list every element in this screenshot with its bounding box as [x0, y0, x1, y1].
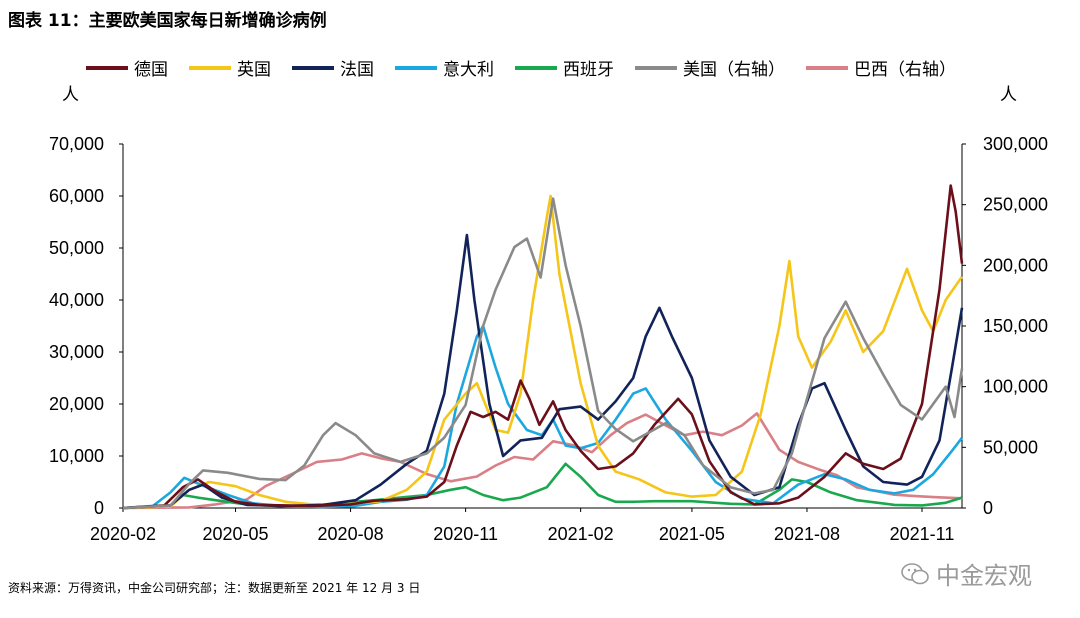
x-tick-label: 2020-11 [433, 524, 498, 544]
right-tick-label: 150,000 [983, 316, 1048, 336]
x-tick-label: 2020-02 [90, 524, 156, 544]
x-tick-label: 2020-08 [318, 524, 384, 544]
legend-swatch-italy [395, 65, 437, 70]
legend-label-usa: 美国（右轴） [683, 60, 785, 80]
left-tick-label: 0 [94, 498, 104, 518]
left-tick-label: 40,000 [49, 290, 104, 310]
watermark: 中金宏观 [900, 556, 1032, 591]
x-tick-label: 2020-05 [203, 524, 269, 544]
right-tick-label: 50,000 [983, 437, 1038, 457]
right-tick-label: 0 [983, 498, 993, 518]
left-tick-label: 10,000 [49, 446, 104, 466]
right-tick-label: 250,000 [983, 195, 1048, 215]
legend-swatch-france [292, 65, 334, 70]
legend-label-germany: 德国 [134, 60, 168, 80]
left-tick-label: 70,000 [49, 134, 104, 154]
x-tick-label: 2021-02 [548, 524, 614, 544]
legend-swatch-germany [86, 65, 128, 70]
left-tick-label: 30,000 [49, 342, 104, 362]
legend-label-france: 法国 [340, 60, 374, 80]
x-tick-label: 2021-11 [890, 524, 955, 544]
right-axis-unit: 人 [1000, 85, 1017, 105]
source-note: 资料来源：万得资讯，中金公司研究部；注：数据更新至 2021 年 12 月 3 … [8, 581, 421, 595]
legend-label-spain: 西班牙 [563, 60, 614, 80]
legend-item-usa: 美国（右轴） [635, 55, 785, 80]
right-tick-label: 300,000 [983, 134, 1048, 154]
watermark-text: 中金宏观 [936, 562, 1032, 590]
series-france-line [122, 233, 964, 510]
chart-legend: 德国 英国 法国 意大利 西班牙 美国（右轴） 巴西（右轴） [86, 55, 977, 80]
series-brazil-line [122, 412, 963, 510]
legend-item-spain: 西班牙 [515, 55, 614, 80]
chart-title: 图表 11：主要欧美国家每日新增确诊病例 [8, 11, 327, 31]
x-tick-label: 2021-08 [774, 524, 840, 544]
left-tick-label: 20,000 [49, 394, 104, 414]
right-tick-label: 100,000 [983, 377, 1048, 397]
series-usa-line [122, 197, 964, 510]
series-uk-line [122, 194, 964, 510]
legend-item-france: 法国 [292, 55, 374, 80]
wechat-icon [901, 562, 929, 584]
chart-axes: 0 10,000 20,000 30,000 40,000 50,000 60,000 70,… [49, 134, 1048, 544]
left-axis-unit: 人 [62, 85, 79, 105]
left-tick-label: 60,000 [49, 186, 104, 206]
legend-swatch-brazil [806, 65, 848, 70]
legend-item-brazil: 巴西（右轴） [806, 55, 956, 80]
legend-label-uk: 英国 [237, 60, 271, 80]
legend-swatch-uk [189, 65, 231, 70]
legend-label-italy: 意大利 [443, 60, 494, 80]
legend-swatch-usa [635, 65, 677, 70]
right-tick-label: 200,000 [983, 255, 1048, 275]
legend-label-brazil: 巴西（右轴） [854, 60, 956, 80]
legend-item-germany: 德国 [86, 55, 168, 80]
legend-item-italy: 意大利 [395, 55, 494, 80]
x-tick-label: 2021-05 [659, 524, 725, 544]
series-germany-line [122, 184, 964, 510]
left-tick-label: 50,000 [49, 238, 104, 258]
chart-series [122, 184, 964, 510]
legend-item-uk: 英国 [189, 55, 271, 80]
legend-swatch-spain [515, 65, 557, 70]
